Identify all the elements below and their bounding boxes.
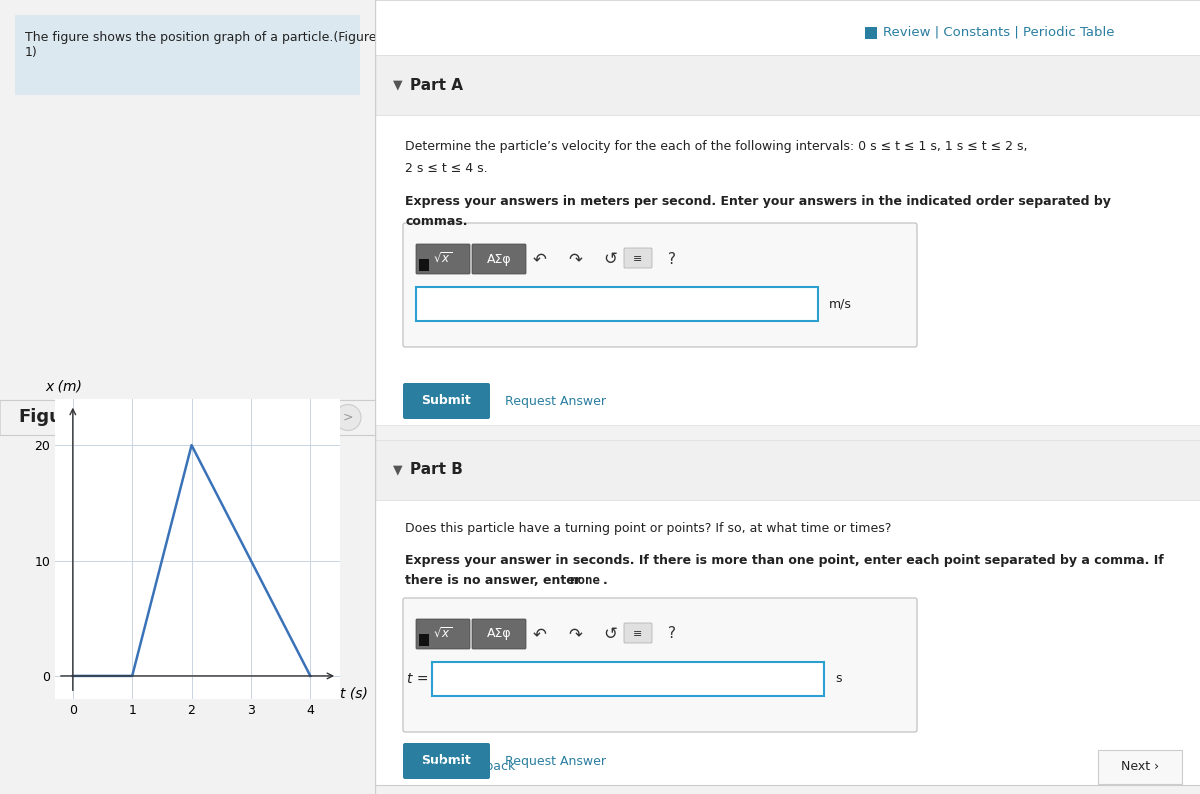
Text: none: none <box>570 574 600 587</box>
Text: ↷: ↷ <box>568 250 582 268</box>
Text: Part B: Part B <box>410 462 463 477</box>
FancyBboxPatch shape <box>865 27 877 39</box>
Text: .: . <box>604 574 607 587</box>
Text: commas.: commas. <box>406 215 468 228</box>
Text: AΣφ: AΣφ <box>487 627 511 641</box>
Circle shape <box>335 404 361 430</box>
Text: ↺: ↺ <box>604 250 617 268</box>
Text: Express your answers in meters per second. Enter your answers in the indicated o: Express your answers in meters per secon… <box>406 195 1111 208</box>
Text: $\sqrt{x}$: $\sqrt{x}$ <box>433 626 452 641</box>
Text: ?: ? <box>668 252 676 267</box>
Text: Figure: Figure <box>18 408 83 426</box>
Text: ↶: ↶ <box>533 250 547 268</box>
FancyBboxPatch shape <box>419 259 430 271</box>
FancyBboxPatch shape <box>374 0 1200 55</box>
Text: AΣφ: AΣφ <box>487 252 511 265</box>
Text: ↷: ↷ <box>568 625 582 643</box>
Text: Provide Feedback: Provide Feedback <box>406 760 515 773</box>
Text: t (s): t (s) <box>340 686 368 700</box>
FancyBboxPatch shape <box>624 623 652 643</box>
Text: Review | Constants | Periodic Table: Review | Constants | Periodic Table <box>883 25 1115 38</box>
Text: Submit: Submit <box>421 754 470 768</box>
Text: >: > <box>343 411 353 424</box>
FancyBboxPatch shape <box>374 55 1200 115</box>
FancyBboxPatch shape <box>374 115 1200 425</box>
Text: Part A: Part A <box>410 78 463 92</box>
Text: 2 s ≤ t ≤ 4 s.: 2 s ≤ t ≤ 4 s. <box>406 162 487 175</box>
Text: ?: ? <box>668 626 676 642</box>
FancyBboxPatch shape <box>1098 750 1182 784</box>
Text: ▼: ▼ <box>394 464 403 476</box>
FancyBboxPatch shape <box>416 287 818 321</box>
Text: x (m): x (m) <box>46 380 83 393</box>
FancyBboxPatch shape <box>419 634 430 646</box>
Text: ▼: ▼ <box>394 79 403 91</box>
Text: Next ›: Next › <box>1121 761 1159 773</box>
Text: there is no answer, enter: there is no answer, enter <box>406 574 586 587</box>
FancyBboxPatch shape <box>14 15 360 95</box>
Text: Request Answer: Request Answer <box>505 395 606 407</box>
FancyBboxPatch shape <box>432 662 824 696</box>
Text: ≡: ≡ <box>634 254 643 264</box>
FancyBboxPatch shape <box>416 619 470 649</box>
Text: Submit: Submit <box>421 395 470 407</box>
Text: Request Answer: Request Answer <box>505 754 606 768</box>
FancyBboxPatch shape <box>0 400 374 435</box>
FancyBboxPatch shape <box>624 248 652 268</box>
Text: Does this particle have a turning point or points? If so, at what time or times?: Does this particle have a turning point … <box>406 522 892 535</box>
Text: 1 of 1: 1 of 1 <box>282 411 318 424</box>
Text: t =: t = <box>407 672 428 686</box>
Circle shape <box>242 404 268 430</box>
Text: ↶: ↶ <box>533 625 547 643</box>
Text: m/s: m/s <box>829 298 852 310</box>
Text: $\sqrt{x}$: $\sqrt{x}$ <box>433 252 452 266</box>
FancyBboxPatch shape <box>403 598 917 732</box>
Text: ↺: ↺ <box>604 625 617 643</box>
FancyBboxPatch shape <box>472 619 526 649</box>
Text: ≡: ≡ <box>634 629 643 639</box>
FancyBboxPatch shape <box>403 223 917 347</box>
FancyBboxPatch shape <box>472 244 526 274</box>
FancyBboxPatch shape <box>403 383 490 419</box>
Text: The figure shows the position graph of a particle.(Figure
1): The figure shows the position graph of a… <box>25 31 377 59</box>
FancyBboxPatch shape <box>374 440 1200 500</box>
Text: Express your answer in seconds. If there is more than one point, enter each poin: Express your answer in seconds. If there… <box>406 554 1164 567</box>
FancyBboxPatch shape <box>374 500 1200 785</box>
Text: Determine the particle’s velocity for the each of the following intervals: 0 s ≤: Determine the particle’s velocity for th… <box>406 140 1027 153</box>
FancyBboxPatch shape <box>416 244 470 274</box>
Text: s: s <box>835 673 841 685</box>
FancyBboxPatch shape <box>403 743 490 779</box>
Text: <: < <box>250 411 260 424</box>
